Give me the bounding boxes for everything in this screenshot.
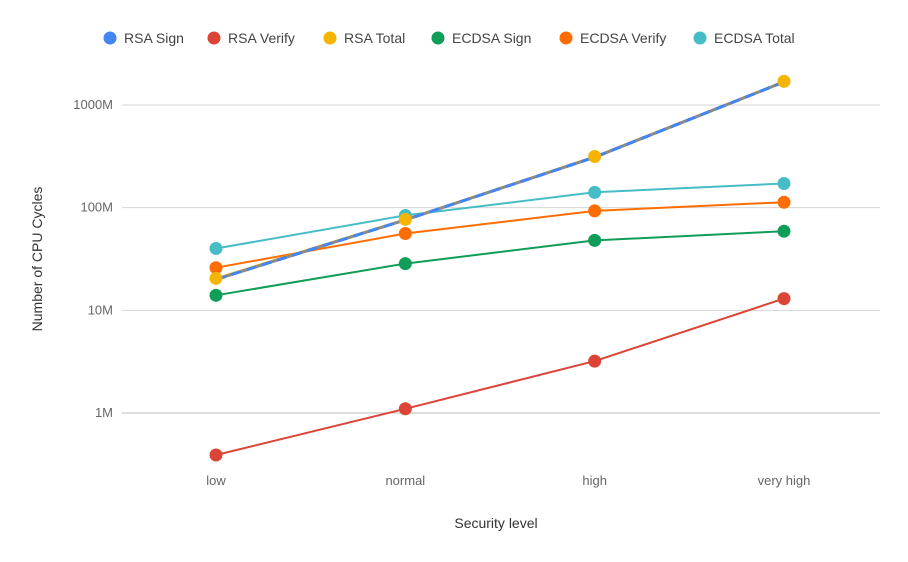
plot-area <box>209 74 791 462</box>
y-axis-ticks: 1M 10M 100M 1000M <box>73 97 113 420</box>
series-line-rsa-sign-underlay <box>215 80 785 281</box>
legend-item-rsa-sign: RSA Sign <box>103 30 184 46</box>
x-tick-label: normal <box>385 473 425 488</box>
data-point-ecdsa-sign <box>588 233 602 247</box>
legend-marker <box>323 31 337 45</box>
x-axis-title: Security level <box>454 515 537 531</box>
legend-label: ECDSA Sign <box>452 30 531 46</box>
data-point-rsa-verify <box>777 292 791 306</box>
y-axis-title: Number of CPU Cycles <box>29 187 45 332</box>
data-point-ecdsa-verify <box>777 195 791 209</box>
data-point-ecdsa-verify <box>588 204 602 218</box>
series-line-ecdsa-sign <box>215 230 785 297</box>
legend-marker <box>559 31 573 45</box>
data-point-rsa-verify <box>398 402 412 416</box>
y-tick-label: 100M <box>80 200 113 215</box>
series-line-rsa-sign <box>215 80 785 281</box>
legend-marker <box>207 31 221 45</box>
data-point-ecdsa-verify <box>398 227 412 241</box>
data-point-rsa-total <box>777 74 791 88</box>
data-point-ecdsa-verify <box>209 261 223 275</box>
data-point-rsa-total <box>588 150 602 164</box>
legend-item-ecdsa-sign: ECDSA Sign <box>431 30 531 46</box>
legend-label: RSA Verify <box>228 30 295 46</box>
data-point-rsa-total <box>209 271 223 285</box>
legend: RSA Sign RSA Verify RSA Total ECDSA Sign ECD… <box>103 30 795 46</box>
data-point-ecdsa-sign <box>209 288 223 302</box>
legend-label: ECDSA Verify <box>580 30 666 46</box>
legend-item-ecdsa-total: ECDSA Total <box>693 30 795 46</box>
data-point-ecdsa-total <box>777 176 791 190</box>
y-tick-label: 1000M <box>73 97 113 112</box>
x-tick-label: very high <box>758 473 811 488</box>
series-line-rsa-verify <box>215 297 785 456</box>
data-point-ecdsa-total <box>588 185 602 199</box>
legend-item-ecdsa-verify: ECDSA Verify <box>559 30 666 46</box>
legend-marker <box>103 31 117 45</box>
legend-item-rsa-verify: RSA Verify <box>207 30 295 46</box>
legend-label: ECDSA Total <box>714 30 795 46</box>
y-tick-label: 10M <box>88 302 113 317</box>
series-lines <box>215 80 785 456</box>
x-tick-label: high <box>582 473 607 488</box>
data-point-ecdsa-sign <box>777 224 791 238</box>
legend-label: RSA Total <box>344 30 405 46</box>
data-point-rsa-verify <box>209 448 223 462</box>
x-tick-label: low <box>206 473 226 488</box>
legend-marker <box>431 31 445 45</box>
legend-label: RSA Sign <box>124 30 184 46</box>
data-point-rsa-verify <box>588 354 602 368</box>
series-line-ecdsa-total <box>215 182 785 250</box>
data-point-ecdsa-sign <box>398 257 412 271</box>
grid-lines <box>122 104 880 414</box>
data-point-ecdsa-total <box>209 242 223 256</box>
series-points <box>209 74 791 462</box>
data-point-rsa-total <box>398 212 412 226</box>
legend-marker <box>693 31 707 45</box>
series-line-rsa-total <box>215 80 785 280</box>
legend-item-rsa-total: RSA Total <box>323 30 405 46</box>
x-axis-ticks: low normal high very high <box>206 473 810 488</box>
y-tick-label: 1M <box>95 405 113 420</box>
